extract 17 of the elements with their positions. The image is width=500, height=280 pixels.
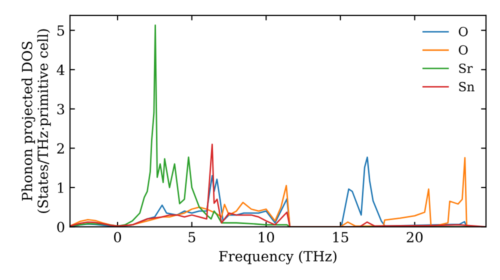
y-tick-label: 4 (56, 64, 64, 75)
y-tick-label: 3 (57, 104, 64, 114)
x-tick-label: 15 (333, 232, 348, 242)
x-tick-label: 0 (114, 232, 122, 242)
x-tick-label: 20 (406, 232, 423, 242)
legend-label: O (458, 45, 468, 55)
y-axis-title: Phonon projected DOS (States/THz·primitive cell) (22, 29, 51, 213)
y-tick-label: 5 (57, 25, 64, 36)
x-tick-label: 10 (258, 232, 274, 242)
y-tick-label: 0 (57, 222, 64, 232)
legend-label: Sn (459, 82, 474, 92)
legend-label: O (458, 26, 468, 36)
y-tick-label: 2 (57, 143, 64, 154)
x-tick-label: 5 (188, 232, 196, 242)
x-axis-title: Frequency (THz) (219, 250, 336, 264)
y-tick-label: 1 (58, 182, 64, 193)
legend-label: Sr (459, 64, 473, 74)
